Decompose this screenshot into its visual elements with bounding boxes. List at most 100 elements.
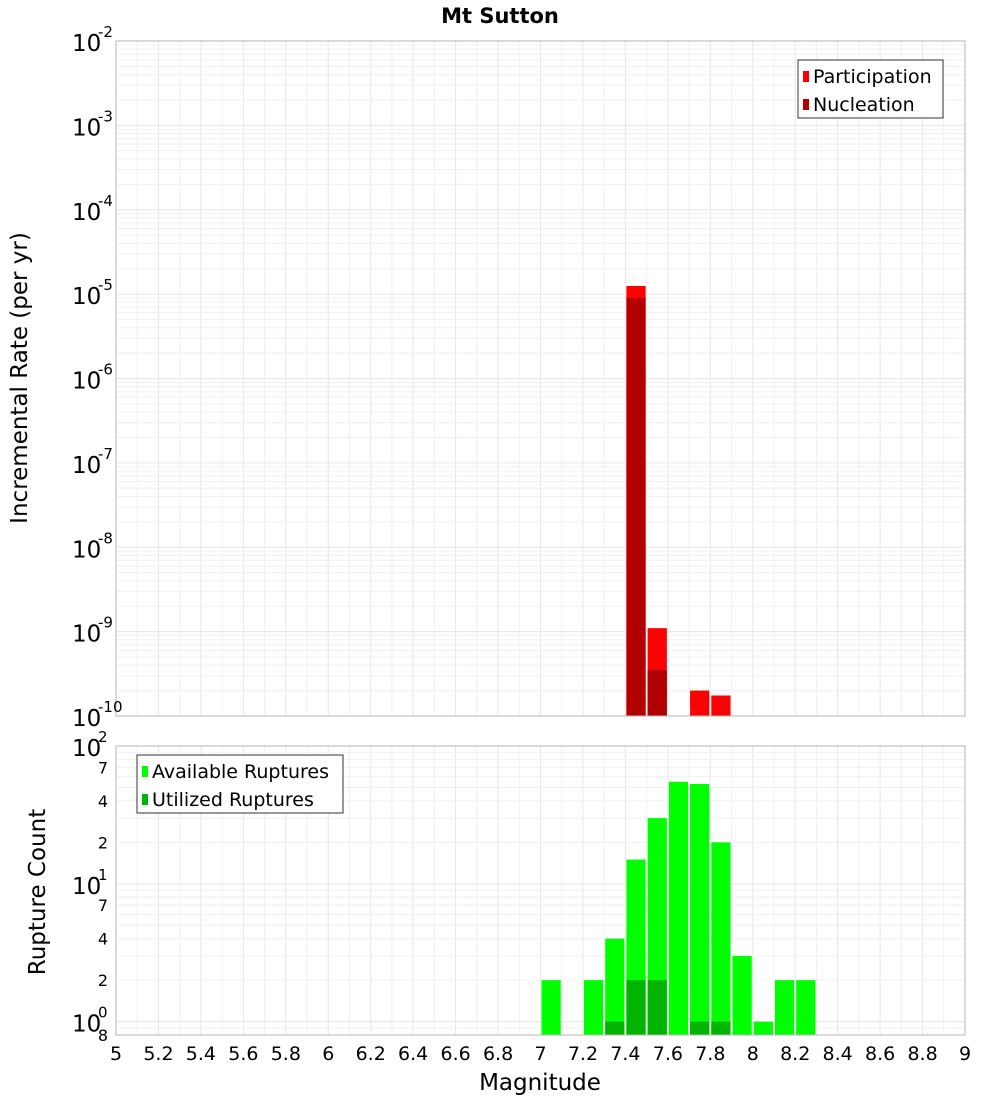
bar — [626, 980, 646, 1035]
x-tick-label: 5.2 — [143, 1043, 173, 1065]
bar — [583, 980, 604, 1035]
y-axis-title: Incremental Rate (per yr) — [7, 232, 33, 524]
y-tick-exponent: -3 — [98, 107, 113, 125]
y-tick-label: 10-9 — [72, 614, 113, 648]
y-tick-exponent: 2 — [98, 728, 108, 746]
x-tick-label: 7.6 — [653, 1043, 683, 1065]
legend-box — [136, 754, 344, 814]
x-tick-label: 8.8 — [907, 1043, 937, 1065]
y-minor-tick-label: 2 — [98, 971, 108, 990]
x-axis-title: Magnitude — [479, 1070, 601, 1096]
bar — [690, 690, 710, 716]
y-minor-tick-label: 8 — [98, 1026, 108, 1045]
plot-frame — [115, 40, 966, 717]
x-tick-label: 6.6 — [440, 1043, 470, 1065]
chart-title: Mt Sutton — [441, 4, 559, 28]
y-tick-label: 10-10 — [72, 698, 123, 732]
bar — [541, 980, 561, 1035]
x-tick-label: 6.2 — [356, 1043, 386, 1065]
y-minor-tick-label: 7 — [98, 758, 108, 777]
rate-grid — [115, 40, 966, 717]
y-minor-tick-label: 2 — [98, 833, 108, 852]
x-tick-label: 7.2 — [568, 1043, 598, 1065]
y-tick-exponent: -5 — [98, 276, 113, 294]
bar — [647, 980, 667, 1035]
x-tick-label: 8.6 — [865, 1043, 895, 1065]
y-tick-exponent: -10 — [98, 698, 123, 716]
x-tick-label: 7 — [534, 1043, 546, 1065]
x-tick-label: 5 — [110, 1043, 122, 1065]
legend-label: Available Ruptures — [152, 761, 329, 783]
count-series-1 — [605, 980, 731, 1035]
legend-label: Participation — [813, 66, 932, 88]
rate-series-1 — [626, 297, 667, 716]
legend-swatch — [142, 794, 148, 805]
y-tick-label: 10-6 — [72, 361, 113, 395]
y-tick-exponent: 0 — [98, 1004, 108, 1022]
y-tick-label: 101 — [72, 866, 108, 900]
y-tick-base: 10 — [72, 200, 101, 226]
x-tick-label: 5.6 — [228, 1043, 258, 1065]
y-tick-base: 10 — [72, 31, 101, 57]
bar — [753, 1021, 773, 1035]
y-tick-base: 10 — [72, 706, 101, 732]
y-axis-title: Rupture Count — [25, 809, 51, 975]
x-tick-label: 6 — [322, 1043, 334, 1065]
y-tick-exponent: 1 — [98, 866, 108, 884]
bar — [774, 980, 795, 1035]
y-tick-exponent: -8 — [98, 529, 113, 547]
bar — [605, 938, 625, 1035]
y-tick-label: 10-4 — [72, 192, 113, 226]
x-tick-label: 5.4 — [186, 1043, 216, 1065]
legend-box — [797, 59, 944, 119]
legend-label: Utilized Ruptures — [152, 789, 314, 811]
y-tick-label: 102 — [72, 728, 108, 762]
y-tick-base: 10 — [72, 284, 101, 310]
y-tick-exponent: -2 — [98, 23, 113, 41]
x-tick-label: 7.8 — [695, 1043, 725, 1065]
y-tick-label: 10-2 — [72, 23, 113, 57]
y-tick-base: 10 — [72, 622, 101, 648]
x-tick-label: 5.8 — [271, 1043, 301, 1065]
x-tick-label: 6.8 — [483, 1043, 513, 1065]
y-minor-tick-label: 7 — [98, 896, 108, 915]
rate-legend: Participation Nucleation — [797, 59, 944, 119]
y-tick-exponent: -4 — [98, 192, 113, 210]
y-tick-base: 10 — [72, 1012, 101, 1038]
x-tick-label: 6.4 — [398, 1043, 428, 1065]
bar — [796, 980, 816, 1035]
legend-swatch — [142, 766, 148, 777]
plot-frame — [115, 745, 966, 1036]
x-tick-label: 8.2 — [780, 1043, 810, 1065]
bar — [690, 784, 710, 1035]
y-tick-label: 10-7 — [72, 445, 113, 479]
legend-label: Nucleation — [813, 94, 915, 116]
legend-swatch — [803, 71, 809, 82]
bar — [626, 297, 646, 716]
legend-swatch — [803, 99, 809, 110]
bar — [711, 842, 731, 1035]
y-tick-base: 10 — [72, 537, 101, 563]
bar — [732, 955, 752, 1035]
x-tick-label: 9 — [959, 1043, 971, 1065]
bar — [668, 781, 689, 1035]
y-tick-exponent: -6 — [98, 361, 113, 379]
bar — [711, 1021, 731, 1035]
bar — [605, 1021, 625, 1035]
y-minor-tick-label: 4 — [98, 930, 108, 949]
y-tick-exponent: -9 — [98, 614, 113, 632]
y-tick-base: 10 — [72, 874, 101, 900]
y-minor-tick-label: 4 — [98, 792, 108, 811]
x-tick-label: 8.4 — [823, 1043, 853, 1065]
bar — [711, 695, 731, 716]
y-tick-exponent: -7 — [98, 445, 113, 463]
x-tick-label: 7.4 — [610, 1043, 640, 1065]
x-axis: 5 5.2 5.4 5.6 5.8 6 6.2 6.4 6.6 6.8 7 7.2 7.4 7.6 7.8 8… — [110, 1043, 971, 1096]
count-legend: Available Ruptures Utilized Ruptures — [136, 754, 344, 814]
y-tick-base: 10 — [72, 369, 101, 395]
y-tick-base: 10 — [72, 453, 101, 479]
